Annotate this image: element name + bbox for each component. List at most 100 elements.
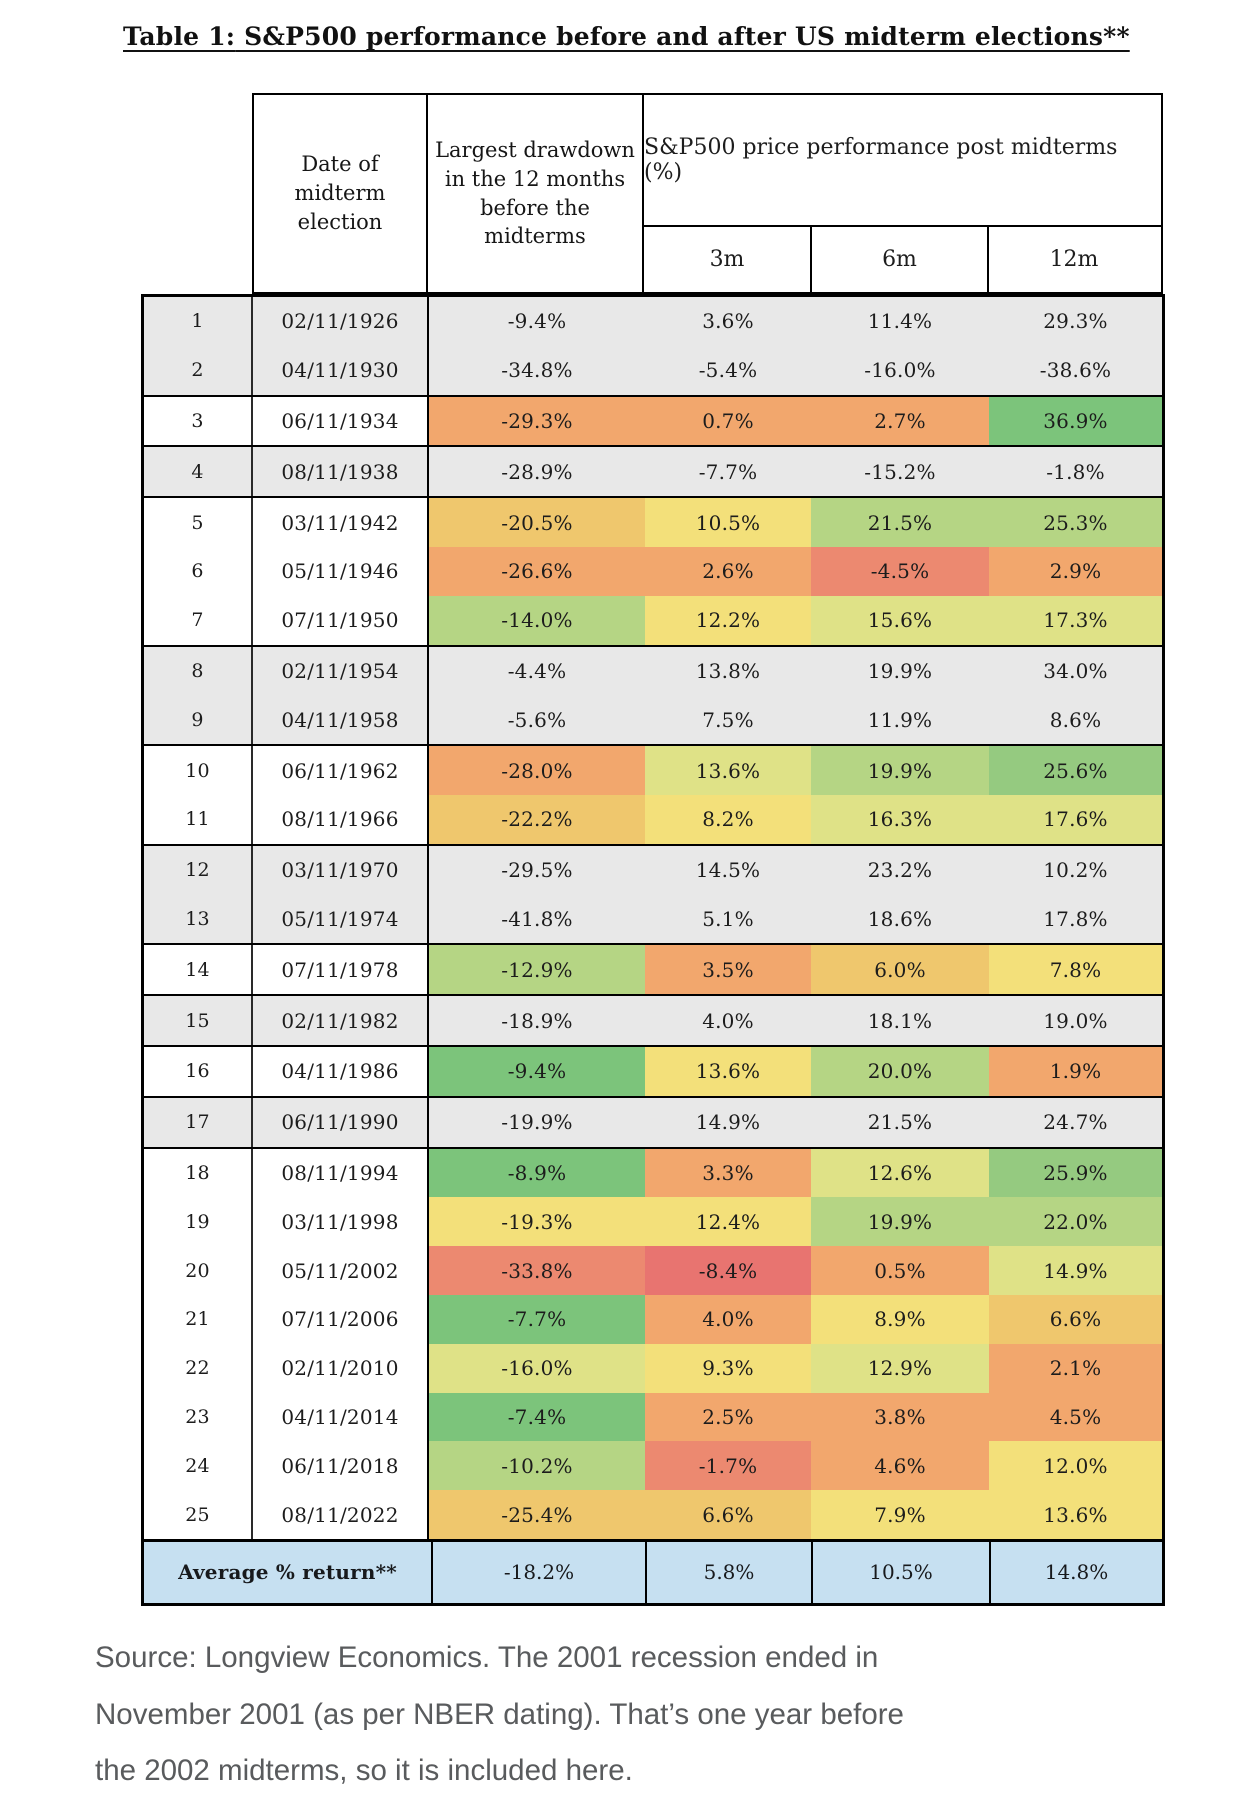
perf-6m-cell: 19.9% [811,646,989,696]
date-cell: 08/11/2022 [253,1490,429,1539]
date-cell: 02/11/1926 [253,297,429,346]
perf-6m-cell: 4.6% [811,1441,989,1491]
date-cell: 07/11/2006 [253,1294,429,1344]
drawdown-cell: -29.5% [429,845,645,895]
drawdown-cell: -20.5% [429,498,645,547]
perf-12m-cell: 10.2% [989,845,1162,895]
perf-6m-cell: 2.7% [811,396,989,446]
average-label: Average % return** [144,1541,431,1603]
perf-12m-cell: 17.6% [989,794,1162,844]
row-number-cell: 23 [144,1392,253,1442]
header-subrow: 3m 6m 12m [644,227,1161,292]
table-row: 14 07/11/1978 -12.9% 3.5% 6.0% 7.8% [144,943,1162,995]
perf-6m-cell: 7.9% [811,1490,989,1539]
row-number-cell: 25 [144,1490,253,1539]
drawdown-cell: -7.4% [429,1392,645,1442]
perf-3m-cell: -8.4% [645,1246,811,1295]
date-cell: 02/11/1982 [253,996,429,1045]
drawdown-cell: -29.3% [429,396,645,446]
date-cell: 06/11/1990 [253,1097,429,1147]
table-row: 3 06/11/1934 -29.3% 0.7% 2.7% 36.9% [144,394,1162,446]
drawdown-cell: -7.7% [429,1294,645,1344]
table-row: 6 05/11/1946 -26.6% 2.6% -4.5% 2.9% [144,546,1162,596]
perf-6m-cell: 6.0% [811,945,989,995]
row-number-cell: 11 [144,794,253,844]
drawdown-cell: -16.0% [429,1343,645,1393]
date-cell: 05/11/2002 [253,1246,429,1295]
drawdown-cell: -4.4% [429,646,645,696]
drawdown-cell: -34.8% [429,345,645,395]
drawdown-cell: -8.9% [429,1148,645,1198]
midterms-performance-table: Date of midterm election Largest drawdow… [141,93,1165,1606]
row-number-cell: 7 [144,595,253,645]
header-performance-group-title: S&P500 price performance post midterms (… [644,95,1161,227]
perf-3m-cell: 3.6% [645,297,811,346]
table-row: 11 08/11/1966 -22.2% 8.2% 16.3% 17.6% [144,794,1162,844]
perf-3m-cell: 2.5% [645,1392,811,1442]
header-date-of-midterm-election: Date of midterm election [252,93,428,294]
perf-6m-cell: 12.6% [811,1148,989,1198]
table-title-lead: Table 1: [123,22,236,51]
perf-12m-cell: 25.6% [989,746,1162,795]
row-number-cell: 20 [144,1246,253,1295]
date-cell: 03/11/1998 [253,1197,429,1247]
row-number-cell: 14 [144,945,253,995]
perf-3m-cell: -7.7% [645,447,811,497]
drawdown-cell: -5.6% [429,695,645,745]
perf-6m-cell: 8.9% [811,1294,989,1344]
table-row: 1 02/11/1926 -9.4% 3.6% 11.4% 29.3% [144,297,1162,346]
table-title: Table 1: S&P500 performance before and a… [123,22,1130,51]
perf-6m-cell: 15.6% [811,595,989,645]
perf-12m-cell: 14.9% [989,1246,1162,1295]
table-row: 22 02/11/2010 -16.0% 9.3% 12.9% 2.1% [144,1343,1162,1393]
perf-6m-cell: 19.9% [811,746,989,795]
perf-6m-cell: 11.9% [811,695,989,745]
perf-3m-cell: 13.6% [645,1046,811,1096]
source-note-line1: Source: Longview Economics. The 2001 rec… [95,1641,879,1674]
perf-6m-cell: 0.5% [811,1246,989,1295]
average-6m-cell: 10.5% [811,1541,989,1603]
row-number-cell: 17 [144,1097,253,1147]
perf-12m-cell: -38.6% [989,345,1162,395]
perf-3m-cell: 3.3% [645,1148,811,1198]
row-number-cell: 9 [144,695,253,745]
table-header: Date of midterm election Largest drawdow… [252,93,1165,294]
perf-12m-cell: 2.1% [989,1343,1162,1393]
table-row: 4 08/11/1938 -28.9% -7.7% -15.2% -1.8% [144,445,1162,497]
date-cell: 03/11/1970 [253,845,429,895]
perf-6m-cell: -15.2% [811,447,989,497]
average-row: Average % return** -18.2% 5.8% 10.5% 14.… [141,1538,1165,1606]
perf-3m-cell: 12.4% [645,1197,811,1247]
perf-3m-cell: 8.2% [645,794,811,844]
perf-6m-cell: 21.5% [811,1097,989,1147]
perf-6m-cell: 18.6% [811,894,989,944]
row-number-cell: 8 [144,646,253,696]
perf-6m-cell: -16.0% [811,345,989,395]
date-cell: 04/11/1958 [253,695,429,745]
date-cell: 08/11/1994 [253,1148,429,1198]
perf-3m-cell: -5.4% [645,345,811,395]
table-row: 25 08/11/2022 -25.4% 6.6% 7.9% 13.6% [144,1490,1162,1539]
date-cell: 02/11/2010 [253,1343,429,1393]
perf-6m-cell: 19.9% [811,1197,989,1247]
row-number-cell: 1 [144,297,253,346]
perf-12m-cell: 22.0% [989,1197,1162,1247]
table-title-text: S&P500 performance before and after US m… [235,22,1130,51]
drawdown-cell: -28.9% [429,447,645,497]
perf-12m-cell: 36.9% [989,396,1162,446]
source-note: Source: Longview Economics. The 2001 rec… [95,1630,1175,1800]
drawdown-cell: -9.4% [429,297,645,346]
table-row: 16 04/11/1986 -9.4% 13.6% 20.0% 1.9% [144,1044,1162,1096]
header-performance-group: S&P500 price performance post midterms (… [644,93,1163,294]
drawdown-cell: -33.8% [429,1246,645,1295]
perf-3m-cell: 6.6% [645,1490,811,1539]
date-cell: 07/11/1950 [253,595,429,645]
date-cell: 08/11/1938 [253,447,429,497]
row-number-cell: 6 [144,546,253,596]
header-12m: 12m [987,227,1159,292]
average-drawdown-cell: -18.2% [431,1541,645,1603]
header-3m: 3m [709,247,745,272]
perf-12m-cell: 6.6% [989,1294,1162,1344]
table-row: 2 04/11/1930 -34.8% -5.4% -16.0% -38.6% [144,345,1162,395]
perf-12m-cell: 24.7% [989,1097,1162,1147]
